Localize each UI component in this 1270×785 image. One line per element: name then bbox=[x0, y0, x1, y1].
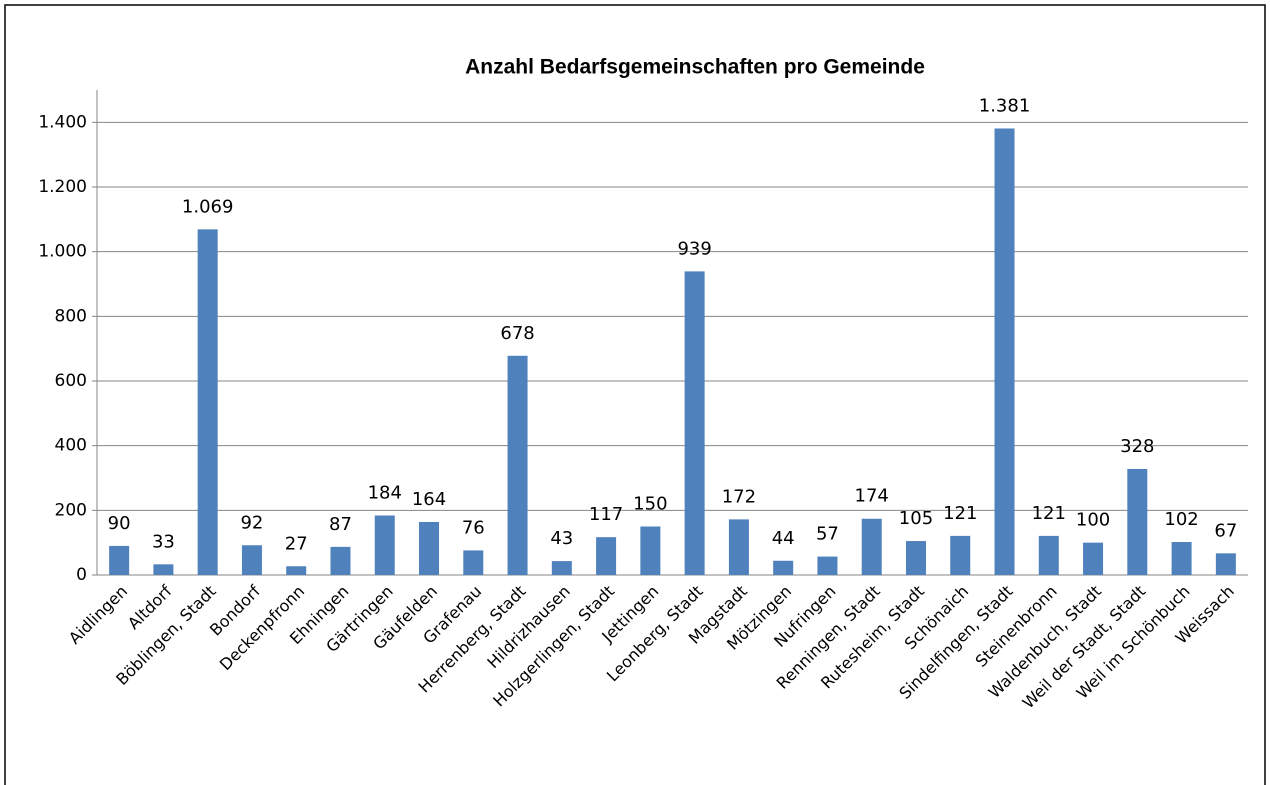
bar bbox=[330, 546, 351, 575]
value-label: 44 bbox=[772, 528, 795, 549]
bar bbox=[241, 545, 262, 575]
bar bbox=[728, 519, 749, 575]
bar bbox=[817, 556, 838, 575]
value-label: 117 bbox=[589, 504, 623, 525]
value-label: 33 bbox=[152, 531, 175, 552]
y-tick-label: 1.400 bbox=[38, 112, 87, 132]
bar bbox=[994, 128, 1015, 575]
bar bbox=[1038, 535, 1059, 575]
value-label: 1.381 bbox=[979, 95, 1031, 116]
y-tick-label: 1.200 bbox=[38, 177, 87, 197]
value-label: 939 bbox=[677, 238, 711, 259]
bar bbox=[463, 550, 484, 575]
y-tick-label: 1.000 bbox=[38, 242, 87, 262]
value-label: 678 bbox=[500, 323, 534, 344]
bar bbox=[109, 545, 130, 575]
value-label: 164 bbox=[412, 489, 446, 510]
value-label: 100 bbox=[1076, 510, 1110, 531]
value-label: 1.069 bbox=[182, 196, 234, 217]
bar bbox=[640, 526, 661, 575]
bar bbox=[950, 535, 971, 575]
value-label: 150 bbox=[633, 494, 667, 515]
value-label: 87 bbox=[329, 514, 352, 535]
bar bbox=[1215, 553, 1236, 575]
bar bbox=[684, 271, 705, 575]
bar bbox=[596, 537, 617, 575]
bar bbox=[1127, 468, 1148, 575]
value-label: 92 bbox=[240, 512, 263, 533]
y-tick-label: 200 bbox=[55, 500, 87, 520]
y-tick-label: 0 bbox=[76, 565, 87, 585]
bar bbox=[374, 515, 395, 575]
value-label: 27 bbox=[285, 533, 308, 554]
value-label: 57 bbox=[816, 524, 839, 545]
bar bbox=[861, 518, 882, 575]
value-label: 121 bbox=[943, 503, 977, 524]
chart-frame bbox=[4, 4, 1266, 785]
bar bbox=[197, 229, 218, 575]
bar bbox=[551, 561, 572, 575]
value-label: 90 bbox=[108, 513, 131, 534]
value-label: 328 bbox=[1120, 436, 1154, 457]
value-label: 105 bbox=[899, 508, 933, 529]
chart-title: Anzahl Bedarfsgemeinschaften pro Gemeind… bbox=[465, 56, 925, 79]
y-tick-label: 400 bbox=[55, 436, 87, 456]
x-tick-label: Aidlingen bbox=[65, 582, 131, 648]
value-label: 184 bbox=[368, 483, 402, 504]
value-label: 102 bbox=[1164, 509, 1198, 530]
value-label: 121 bbox=[1032, 503, 1066, 524]
bar bbox=[905, 541, 926, 575]
value-label: 76 bbox=[462, 517, 485, 538]
y-tick-label: 600 bbox=[55, 371, 87, 391]
bar bbox=[286, 566, 307, 575]
value-label: 43 bbox=[550, 528, 573, 549]
bar bbox=[773, 560, 794, 575]
value-label: 174 bbox=[855, 486, 889, 507]
bar bbox=[1083, 542, 1104, 575]
bar bbox=[419, 521, 440, 575]
value-label: 67 bbox=[1214, 520, 1237, 541]
value-label: 172 bbox=[722, 486, 756, 507]
bar bbox=[1171, 542, 1192, 575]
y-tick-label: 800 bbox=[55, 306, 87, 326]
bar bbox=[153, 564, 174, 575]
bar bbox=[507, 355, 528, 575]
